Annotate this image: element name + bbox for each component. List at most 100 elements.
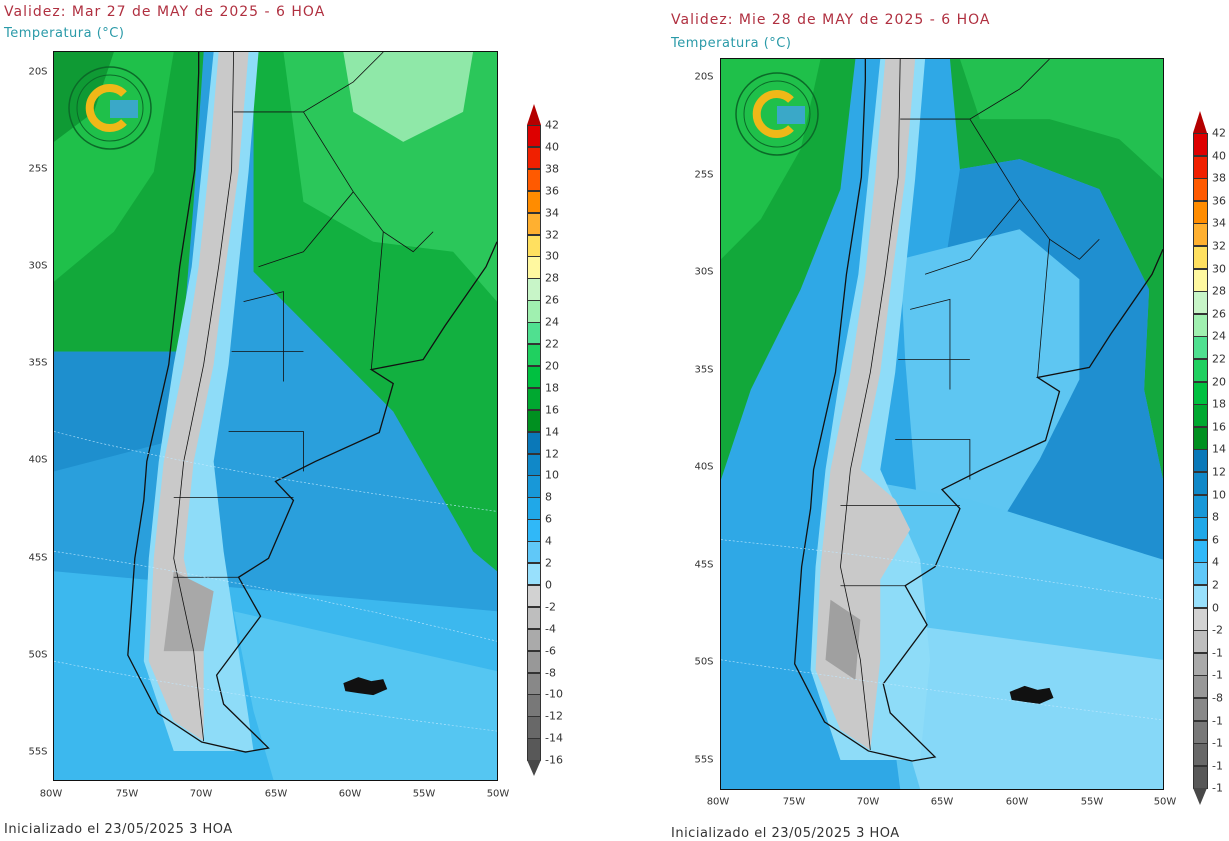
colorbar-swatch xyxy=(527,212,541,235)
colorbar-label: 32 xyxy=(545,228,559,241)
lon-label: 55W xyxy=(1080,796,1104,808)
colorbar-swatch xyxy=(527,300,541,323)
colorbar-label: 42 xyxy=(545,118,559,132)
coastline xyxy=(794,59,1163,762)
lon-label: 80W xyxy=(706,796,730,808)
colorbar-swatch xyxy=(527,168,541,192)
colorbar-label: 12 xyxy=(545,447,559,460)
borders xyxy=(173,52,434,742)
colorbar-label: -4 xyxy=(545,622,556,636)
initialized-label: Inicializado el 23/05/2025 3 HOA xyxy=(4,822,233,837)
colorbar-swatch xyxy=(527,672,541,695)
colorbar-swatch xyxy=(527,344,541,367)
colorbar-swatch xyxy=(1193,223,1208,247)
colorbar-label: -2 xyxy=(1212,623,1223,637)
colorbar-label: 14 xyxy=(545,425,559,439)
colorbar-swatch xyxy=(1193,562,1208,586)
colorbar-max-arrow xyxy=(527,104,541,125)
lat-label: 55S xyxy=(694,754,714,766)
lat-label: 20S xyxy=(694,71,714,83)
colorbar-swatch xyxy=(1193,607,1208,631)
colorbar-label: 28 xyxy=(545,271,559,285)
colorbar-label: -16 xyxy=(545,753,563,767)
colorbar-label: -10 xyxy=(545,687,563,701)
colorbar-label: -1 xyxy=(1212,646,1223,660)
colorbar-label: -1 xyxy=(1212,781,1223,795)
colorbar-label: 22 xyxy=(545,337,559,351)
colorbar-swatch xyxy=(1193,381,1208,405)
colorbar-swatch xyxy=(1193,155,1208,179)
colorbar-label: -8 xyxy=(1212,691,1223,705)
colorbar-swatch xyxy=(1193,313,1208,337)
lon-label: 60W xyxy=(338,788,362,800)
lat-label: 40S xyxy=(28,454,48,466)
colorbar-swatch xyxy=(1193,426,1208,450)
lat-label: 50S xyxy=(694,656,714,668)
lon-label: 75W xyxy=(115,788,139,800)
colorbar-label: 18 xyxy=(1212,397,1226,411)
map-canvas xyxy=(54,52,497,780)
colorbar-swatch xyxy=(1193,675,1208,699)
colorbar-swatch xyxy=(527,125,541,148)
colorbar-swatch xyxy=(527,606,541,630)
colorbar-label: 4 xyxy=(1212,555,1219,569)
colorbar-swatch xyxy=(527,650,541,673)
coastline xyxy=(127,52,497,753)
colorbar-label: 14 xyxy=(1212,442,1226,456)
lat-label: 25S xyxy=(694,169,714,181)
colorbar-swatch xyxy=(1193,494,1208,518)
falkland-islands xyxy=(343,677,388,696)
lat-label: 45S xyxy=(28,552,48,564)
lon-label: 55W xyxy=(412,788,436,800)
colorbar-swatch xyxy=(527,409,541,433)
colorbar-swatch xyxy=(527,431,541,454)
colorbar-swatch xyxy=(1193,291,1208,315)
colorbar-swatch xyxy=(1193,585,1208,609)
colorbar-swatch xyxy=(527,497,541,520)
colorbar-swatch xyxy=(1193,652,1208,676)
colorbar-swatch xyxy=(527,146,541,170)
colorbar-swatch xyxy=(527,234,541,257)
lon-label: 70W xyxy=(189,788,213,800)
validity-title: Validez: Mar 27 de MAY de 2025 - 6 HOA xyxy=(4,4,326,20)
lon-label: 70W xyxy=(856,796,880,808)
colorbar-swatch xyxy=(527,738,541,761)
colorbar-label: -1 xyxy=(1212,759,1223,773)
colorbar-label: -1 xyxy=(1212,714,1223,728)
colorbar-swatch xyxy=(1193,336,1208,360)
colorbar-label: 10 xyxy=(545,468,559,482)
colorbar-label: 8 xyxy=(1212,510,1219,524)
colorbar-swatch xyxy=(1193,539,1208,563)
colorbar-label: 34 xyxy=(545,206,559,220)
variable-subtitle: Temperatura (°C) xyxy=(671,36,792,51)
colorbar-label: 40 xyxy=(1212,149,1226,163)
colorbar-swatch xyxy=(527,541,541,564)
lat-label: 30S xyxy=(694,266,714,278)
colorbar-label: 40 xyxy=(545,140,559,154)
colorbar-swatch xyxy=(527,584,541,608)
colorbar-label: -6 xyxy=(545,644,556,658)
colorbar-label: -12 xyxy=(545,709,563,723)
colorbar-label: 26 xyxy=(545,293,559,307)
colorbar-swatch xyxy=(527,694,541,717)
lon-label: 65W xyxy=(264,788,288,800)
colorbar-swatch xyxy=(1193,268,1208,292)
colorbar-label: 24 xyxy=(1212,329,1226,343)
colorbar-label: 20 xyxy=(545,359,559,373)
lon-label: 50W xyxy=(486,788,510,800)
colorbar-swatch xyxy=(1193,517,1208,541)
lat-label: 45S xyxy=(694,559,714,571)
colorbar-swatch xyxy=(1193,630,1208,654)
colorbar-label: 6 xyxy=(545,512,552,526)
colorbar-swatch xyxy=(527,322,541,345)
colorbar-label: 2 xyxy=(1212,578,1219,592)
colorbar-label: 18 xyxy=(545,381,559,395)
colorbar-label: 42 xyxy=(1212,126,1226,140)
colorbar-label: 20 xyxy=(1212,375,1226,389)
colorbar-label: 28 xyxy=(1212,284,1226,298)
initialized-label: Inicializado el 23/05/2025 3 HOA xyxy=(671,826,900,841)
colorbar-label: 16 xyxy=(545,403,559,417)
colorbar-swatch xyxy=(1193,133,1208,157)
colorbar-label: 16 xyxy=(1212,420,1226,434)
colorbar-swatch xyxy=(1193,359,1208,383)
